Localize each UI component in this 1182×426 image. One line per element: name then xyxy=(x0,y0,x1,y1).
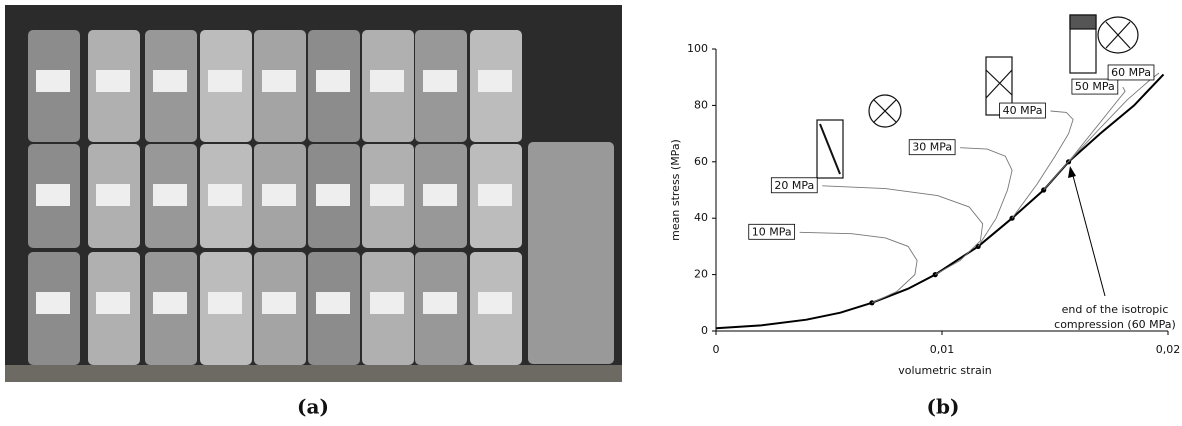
sample-label xyxy=(423,184,457,206)
caption: (a) xyxy=(297,395,329,419)
arrow-head xyxy=(1068,166,1076,178)
y-tick-label: 40 xyxy=(694,211,708,224)
stress-path xyxy=(960,147,1013,247)
y-tick-label: 60 xyxy=(694,155,708,168)
series-label: 10 MPa xyxy=(752,225,792,238)
x-axis-label: volumetric strain xyxy=(898,364,992,377)
series-label: 20 MPa xyxy=(774,179,814,192)
sample-label xyxy=(478,292,512,314)
sample-label xyxy=(96,70,130,92)
cylinder xyxy=(562,142,614,364)
sample-label xyxy=(36,184,70,206)
label-box xyxy=(1107,64,1155,81)
y-tick-label: 0 xyxy=(701,324,708,337)
sample-label xyxy=(370,70,404,92)
label-box xyxy=(999,102,1046,119)
x-tick-label: 0,02 xyxy=(1156,343,1181,356)
sample-label xyxy=(262,184,296,206)
sample-label xyxy=(153,292,187,314)
series-label: 30 MPa xyxy=(912,141,952,154)
sample-label xyxy=(370,292,404,314)
y-axis-label: mean stress (MPa) xyxy=(669,139,682,241)
sample-label xyxy=(316,184,350,206)
annotation: end of the isotropic xyxy=(1062,303,1169,316)
series-label: 60 MPa xyxy=(1111,66,1151,79)
icons xyxy=(816,14,1139,179)
caption: (b) xyxy=(927,395,960,419)
sample-label xyxy=(423,70,457,92)
sample-label xyxy=(478,184,512,206)
y-tick-label: 100 xyxy=(687,42,708,55)
sample-label xyxy=(96,292,130,314)
series-label: 50 MPa xyxy=(1075,80,1115,93)
sample-label xyxy=(262,292,296,314)
sample-label xyxy=(316,70,350,92)
series-label: 40 MPa xyxy=(1003,104,1043,117)
sample-label xyxy=(153,184,187,206)
annotation: compression (60 MPa) xyxy=(1054,318,1176,331)
x-tick-label: 0,01 xyxy=(930,343,955,356)
sample-label xyxy=(96,184,130,206)
photo xyxy=(5,5,622,382)
sample-label xyxy=(478,70,512,92)
sample-label xyxy=(208,184,242,206)
label-box xyxy=(1071,78,1119,95)
sample-label xyxy=(208,70,242,92)
stress-path xyxy=(1011,110,1074,219)
sample-label xyxy=(153,70,187,92)
sample-label xyxy=(316,292,350,314)
label-box xyxy=(770,177,818,194)
stress-path xyxy=(822,185,984,275)
y-tick-label: 20 xyxy=(694,268,708,281)
stress-path xyxy=(1043,86,1126,191)
isotropic-curve xyxy=(715,73,1165,330)
annotation-arrow xyxy=(1071,171,1106,297)
sample-label xyxy=(423,292,457,314)
sample-label xyxy=(208,292,242,314)
sample-label xyxy=(262,70,296,92)
sample-label xyxy=(36,292,70,314)
sample-label xyxy=(36,70,70,92)
label-box xyxy=(748,223,796,240)
y-tick-label: 80 xyxy=(694,98,708,111)
stress-path xyxy=(799,231,918,304)
sample-label xyxy=(370,184,404,206)
x-tick-label: 0 xyxy=(713,343,720,356)
label-box xyxy=(908,139,956,156)
